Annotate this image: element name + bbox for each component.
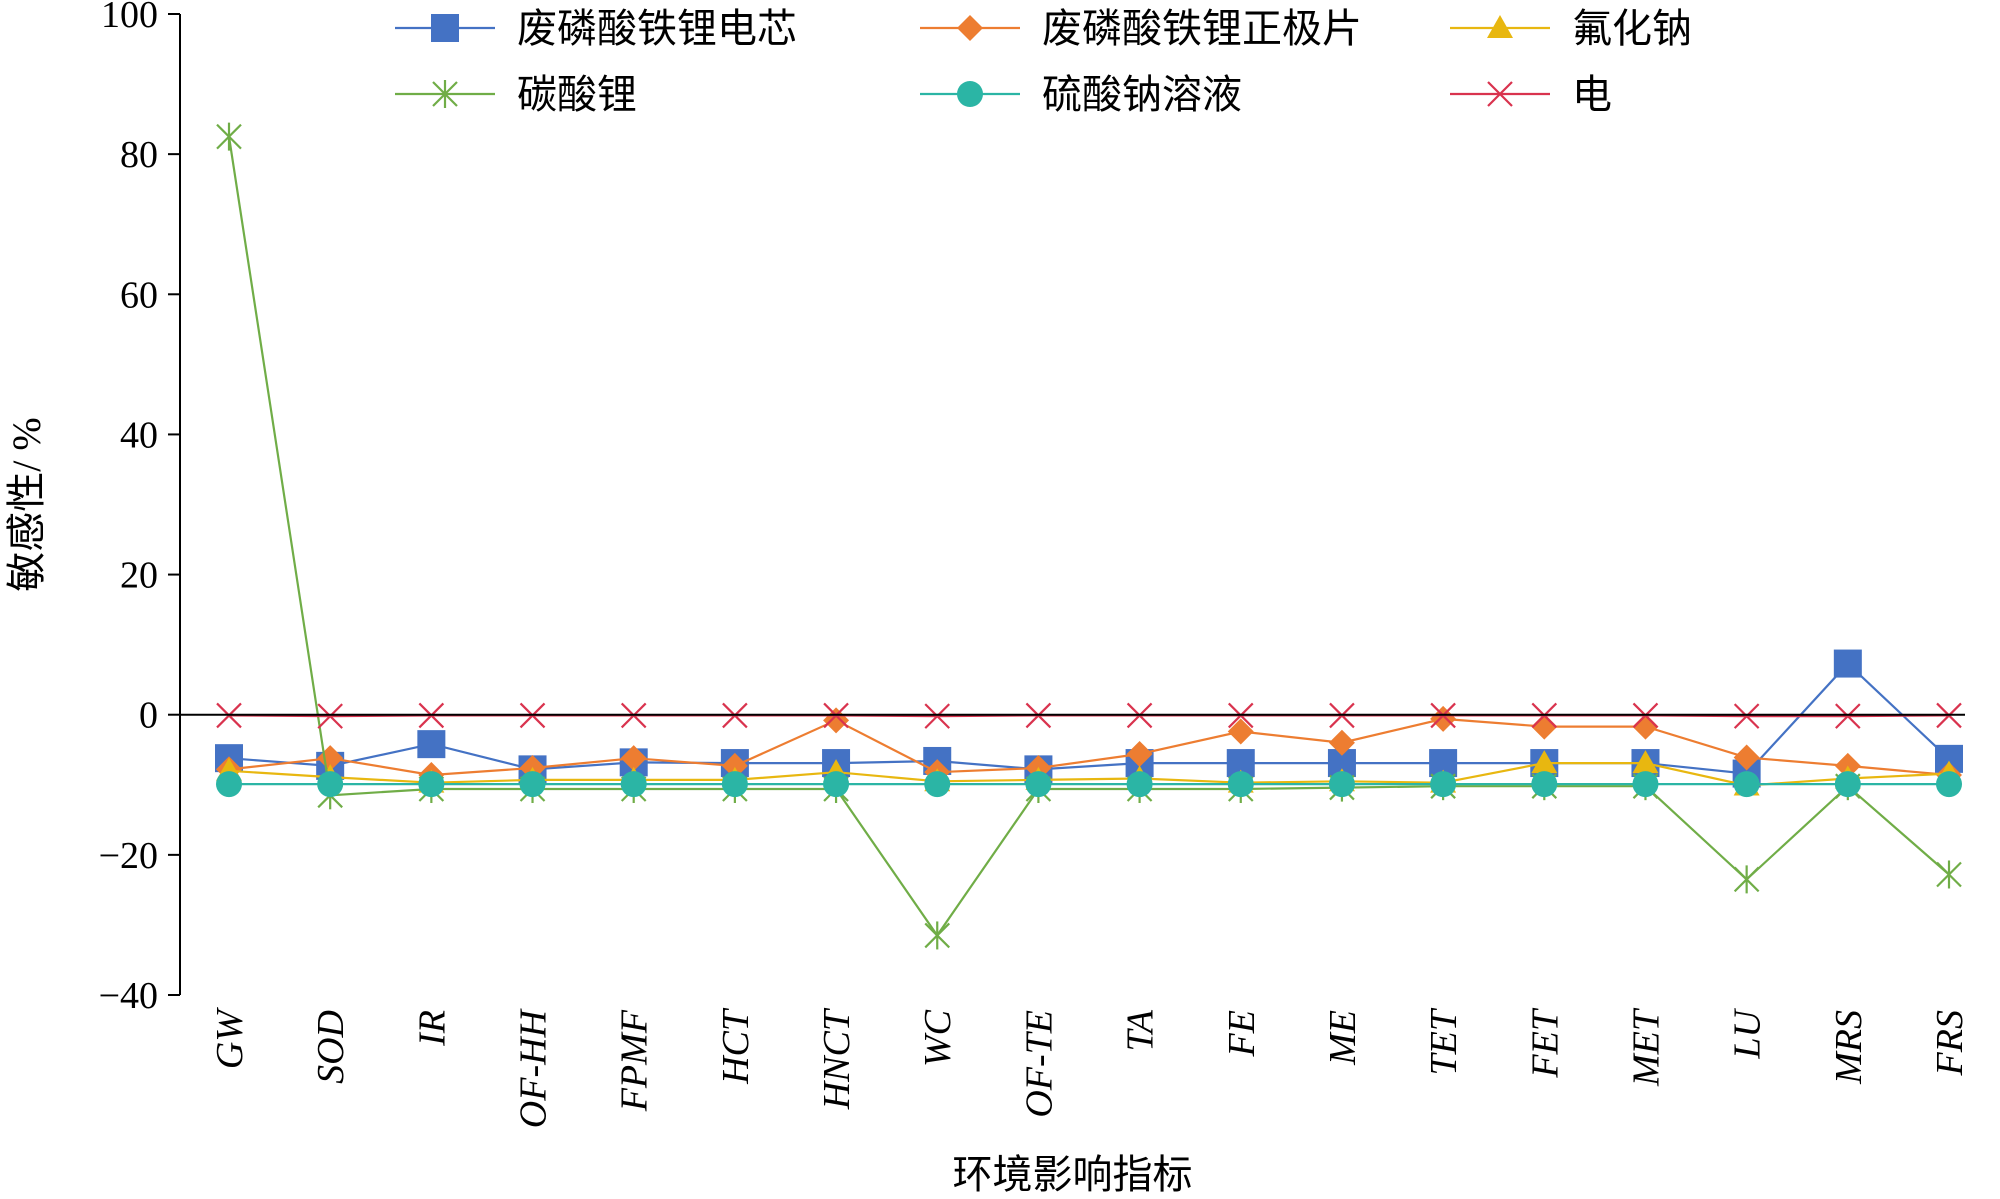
data-point: [216, 771, 242, 798]
legend-marker: [432, 80, 458, 108]
data-point: [1733, 703, 1760, 729]
x-tick-label: FRS: [1929, 1010, 1971, 1076]
x-tick-label: MET: [1625, 1007, 1667, 1087]
data-point: [1936, 771, 1962, 798]
x-tick-label: WC: [917, 1009, 959, 1067]
y-tick-label: −40: [99, 975, 158, 1017]
data-point: [1531, 713, 1558, 740]
data-point: [1531, 750, 1558, 774]
data-point: [1227, 718, 1254, 745]
legend-item: 废磷酸铁锂电芯: [395, 6, 797, 51]
x-tick-label: SOD: [310, 1010, 352, 1084]
data-point: [1328, 771, 1355, 798]
x-tick-label: OF-TE: [1018, 1010, 1060, 1118]
series: [216, 702, 1962, 729]
x-tick-label: HCT: [715, 1007, 757, 1085]
y-tick-label: 60: [120, 274, 158, 316]
x-tick-label: IR: [411, 1010, 453, 1047]
data-point: [1126, 740, 1153, 767]
x-tick-label: FET: [1524, 1007, 1566, 1078]
y-tick-label: 20: [120, 555, 158, 597]
data-point: [823, 771, 850, 798]
x-tick-label: TET: [1423, 1007, 1465, 1075]
series-layer: [215, 122, 1963, 950]
data-point: [1328, 729, 1355, 756]
x-tick-label: MRS: [1828, 1010, 1870, 1085]
data-point: [1833, 649, 1862, 678]
x-tick-label: GW: [209, 1007, 251, 1069]
data-point: [1025, 771, 1052, 798]
legend-label: 氟化钠: [1572, 6, 1692, 51]
x-tick-label: OF-HH: [513, 1007, 555, 1128]
legend-item: 废磷酸铁锂正极片: [920, 6, 1362, 51]
x-tick-label: FE: [1221, 1010, 1263, 1057]
x-tick-label: FPMF: [614, 1009, 656, 1112]
data-point: [1227, 771, 1254, 798]
x-tick-label: HNCT: [816, 1007, 858, 1110]
y-tick-label: 100: [101, 0, 158, 36]
y-tick-label: 0: [139, 695, 158, 737]
series: [216, 122, 1962, 950]
legend-marker: [957, 81, 983, 107]
series-line: [228, 761, 1950, 787]
data-point: [417, 730, 446, 759]
y-axis-title: 敏感性/ %: [4, 417, 49, 591]
data-point: [519, 771, 546, 798]
data-point: [924, 921, 951, 950]
series: [215, 649, 1963, 788]
data-point: [1632, 771, 1659, 798]
data-point: [1733, 771, 1760, 798]
y-tick-label: −20: [99, 835, 158, 877]
data-point: [721, 752, 748, 779]
data-point: [620, 771, 647, 798]
data-point: [1430, 771, 1457, 798]
x-tick-label: LU: [1727, 1007, 1769, 1059]
data-point: [418, 771, 445, 798]
legend-marker: [957, 15, 983, 41]
data-point: [1531, 771, 1558, 798]
data-point: [1834, 771, 1861, 798]
data-point: [1632, 713, 1659, 740]
data-point: [823, 707, 850, 734]
legend-item: 碳酸锂: [395, 72, 637, 117]
data-point: [1733, 744, 1760, 771]
legend-marker: [1487, 81, 1513, 107]
legend-label: 硫酸钠溶液: [1042, 72, 1242, 117]
series: [216, 771, 1962, 798]
data-point: [317, 771, 344, 798]
axes-layer: −40 −20 0 20 40 60 80 100 GW SOD IR OF-HH FPMF HCT HNC…: [99, 0, 1971, 1128]
data-point: [317, 703, 343, 729]
legend-item: 氟化钠: [1450, 6, 1692, 51]
series-line: [228, 662, 1950, 775]
series-line: [227, 136, 1950, 938]
data-point: [1632, 750, 1659, 774]
data-point: [924, 703, 951, 729]
x-axis-title: 环境影响指标: [953, 1152, 1193, 1197]
data-point: [1835, 703, 1861, 729]
y-tick-label: 40: [120, 414, 158, 456]
legend-item: 电: [1450, 72, 1612, 117]
x-tick-label: ME: [1322, 1010, 1364, 1066]
legend-label: 废磷酸铁锂正极片: [1042, 6, 1362, 51]
data-point: [620, 745, 647, 772]
y-tick-label: 80: [120, 134, 158, 176]
legend-label: 电: [1572, 72, 1612, 117]
legend-label: 碳酸锂: [517, 72, 637, 117]
legend-label: 废磷酸铁锂电芯: [517, 6, 797, 51]
series-line: [228, 717, 1950, 777]
legend-marker: [431, 14, 459, 42]
data-point: [1733, 865, 1760, 894]
data-point: [1430, 705, 1457, 732]
x-tick-label: TA: [1120, 1009, 1162, 1051]
legend-marker: [1487, 15, 1513, 38]
data-point: [216, 122, 242, 151]
plot-area: [215, 122, 1963, 950]
data-point: [721, 771, 748, 798]
data-point: [1936, 860, 1962, 889]
data-point: [924, 771, 951, 798]
data-point: [1126, 771, 1153, 798]
legend-item: 硫酸钠溶液: [920, 72, 1242, 117]
